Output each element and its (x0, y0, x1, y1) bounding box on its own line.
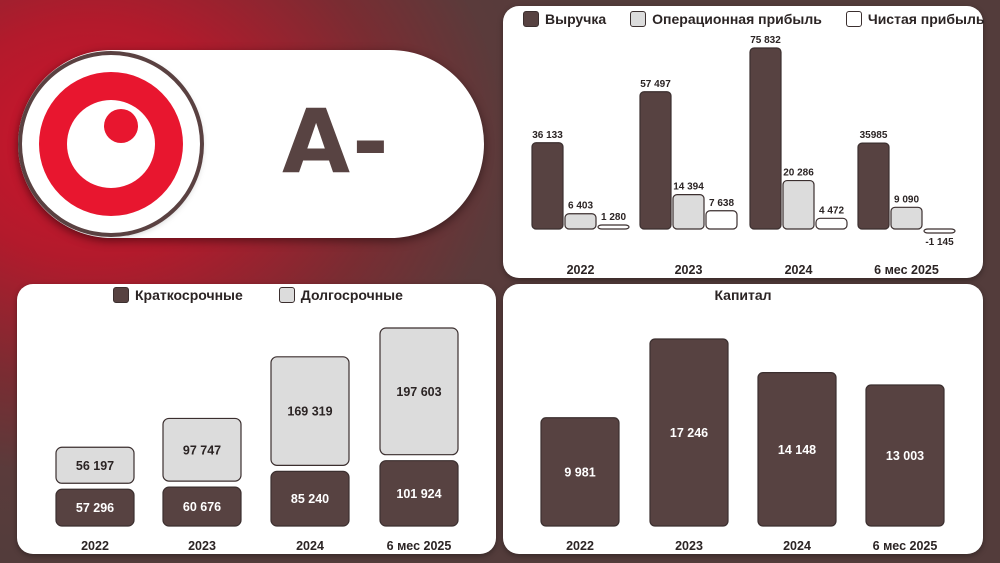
legend-swatch-revenue (523, 11, 539, 27)
legend-item-net: Чистая прибыль (845, 11, 985, 27)
x-tick-label: 2022 (566, 539, 594, 553)
data-label-short-term: 85 240 (291, 492, 329, 506)
data-label-capital: 13 003 (886, 449, 924, 463)
x-tick-label: 6 мес 2025 (873, 539, 938, 553)
liabilities-legend: Краткосрочные Долгосрочные (113, 287, 417, 303)
legend-item-operating: Операционная прибыль (630, 11, 822, 27)
data-label-revenue: 35985 (860, 130, 888, 141)
x-tick-label: 2023 (188, 539, 216, 553)
legend-item-short-term: Краткосрочные (113, 287, 243, 303)
bar-operating (672, 194, 705, 230)
x-tick-label: 2022 (567, 263, 595, 277)
legend-label-operating: Операционная прибыль (652, 11, 822, 27)
bar-long-term (379, 327, 459, 456)
data-label-operating: 14 394 (673, 182, 704, 193)
x-tick-label: 6 мес 2025 (874, 263, 939, 277)
data-label-revenue: 57 497 (640, 79, 671, 90)
data-label-short-term: 101 924 (396, 487, 441, 501)
legend-swatch-operating (630, 11, 647, 27)
bar-revenue (749, 47, 782, 230)
bar-capital (865, 384, 945, 527)
bar-capital (540, 417, 620, 527)
legend-label-revenue: Выручка (545, 11, 607, 27)
bar-operating (564, 213, 597, 230)
data-label-short-term: 57 296 (76, 501, 114, 515)
data-label-revenue: 75 832 (750, 35, 781, 46)
bar-revenue (531, 142, 564, 230)
data-label-net: 7 638 (709, 198, 734, 209)
income-chart-panel (503, 6, 983, 278)
data-label-net: 4 472 (819, 205, 844, 216)
legend-swatch-net (845, 11, 862, 27)
data-label-short-term: 60 676 (183, 500, 221, 514)
bar-revenue (639, 91, 672, 230)
legend-swatch-short-term (113, 287, 129, 303)
x-tick-label: 2023 (675, 263, 703, 277)
capital-bar-chart: 9 981 2022 17 246 2023 14 148 2024 13 003 6 мес… (540, 338, 945, 553)
data-label-long-term: 169 319 (287, 405, 332, 419)
legend-item-long-term: Долгосрочные (278, 287, 403, 303)
income-legend: Выручка Операционная прибыль Чистая приб… (523, 11, 999, 27)
bar-short-term (379, 460, 459, 527)
data-label-operating: 9 090 (894, 194, 919, 205)
bar-revenue (857, 142, 890, 230)
bar-short-term (55, 488, 135, 527)
bar-long-term (162, 417, 242, 482)
brand-logo-icon (22, 55, 200, 233)
bar-operating (890, 206, 923, 230)
data-label-net: 1 280 (601, 212, 626, 223)
x-tick-label: 2023 (675, 539, 703, 553)
data-label-capital: 17 246 (670, 426, 708, 440)
liabilities-stacked-chart: 57 296 56 197 2022 60 676 97 747 2023 85 240 16… (55, 327, 459, 553)
legend-label-long-term: Долгосрочные (300, 287, 403, 303)
bar-net (705, 210, 738, 230)
bar-long-term (55, 446, 135, 484)
data-label-long-term: 97 747 (183, 443, 221, 457)
data-label-operating: 6 403 (568, 201, 593, 212)
data-label-net: -1 145 (925, 237, 954, 248)
capital-chart-title: Капитал (714, 287, 772, 303)
bar-net (923, 228, 956, 234)
bar-net (815, 217, 848, 230)
legend-swatch-long-term (278, 287, 295, 303)
bar-operating (782, 179, 815, 230)
data-label-operating: 20 286 (783, 168, 814, 179)
x-tick-label: 6 мес 2025 (387, 539, 452, 553)
x-tick-label: 2024 (296, 539, 324, 553)
bar-net (597, 224, 630, 230)
data-label-capital: 14 148 (778, 443, 816, 457)
bar-capital (649, 338, 729, 527)
bar-long-term (270, 356, 350, 466)
data-label-capital: 9 981 (564, 465, 595, 479)
bar-short-term (162, 486, 242, 527)
x-tick-label: 2024 (783, 539, 811, 553)
x-tick-label: 2024 (785, 263, 813, 277)
brand-logo-svg (39, 72, 183, 216)
x-tick-label: 2022 (81, 539, 109, 553)
data-label-long-term: 197 603 (396, 385, 441, 399)
legend-label-short-term: Краткосрочные (135, 287, 243, 303)
bar-short-term (270, 470, 350, 527)
data-label-long-term: 56 197 (76, 459, 114, 473)
legend-label-net: Чистая прибыль (867, 11, 985, 27)
bar-capital (757, 371, 837, 527)
income-bar-chart: 36 133 6 403 1 280 2022 57 497 14 394 7 638 202… (531, 35, 956, 277)
data-label-revenue: 36 133 (532, 130, 563, 141)
legend-item-revenue: Выручка (523, 11, 606, 27)
credit-rating-grade: A- (282, 90, 391, 193)
